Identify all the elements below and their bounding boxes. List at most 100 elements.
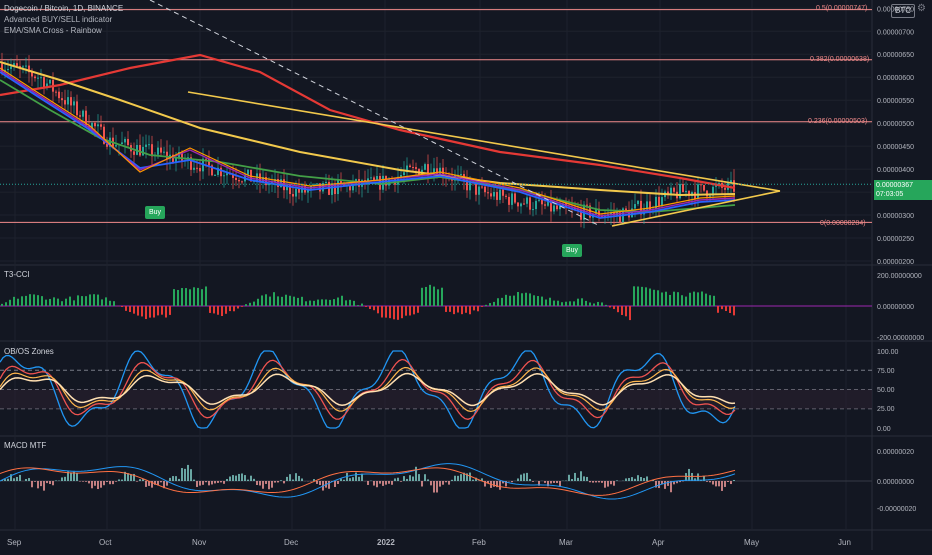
cci-bar — [73, 300, 75, 306]
candle-body — [82, 111, 84, 117]
cci-bar — [521, 293, 523, 306]
macd-bar — [403, 476, 405, 481]
cci-bar — [105, 297, 107, 306]
cci-bar — [349, 300, 351, 306]
cci-bar — [493, 302, 495, 306]
candle-body — [679, 184, 681, 198]
macd-bar — [352, 477, 354, 481]
cci-bar — [733, 306, 735, 315]
cci-bar — [401, 306, 403, 318]
macd-bar — [103, 481, 105, 485]
macd-bar — [664, 481, 666, 489]
price-axis-tick: 0.00000250 — [877, 236, 914, 243]
candle-body — [487, 192, 489, 193]
cci-bar — [593, 303, 595, 306]
cci-bar — [345, 300, 347, 306]
price-axis-tick: 0.00000600 — [877, 75, 914, 82]
cci-bar — [449, 306, 451, 312]
candle-body — [73, 101, 75, 105]
cci-bar — [17, 299, 19, 306]
price-axis-tick: 0.00000300 — [877, 213, 914, 220]
cci-bar — [213, 306, 215, 313]
cci-bar — [725, 306, 727, 311]
macd-bar — [61, 477, 63, 481]
macd-bar — [46, 481, 48, 483]
macd-bar — [415, 467, 417, 481]
candle-body — [7, 69, 9, 70]
macd-axis-tick: 0.00000000 — [877, 479, 914, 486]
cci-bar — [137, 306, 139, 316]
cci-bar — [465, 306, 467, 313]
cci-bar — [313, 301, 315, 306]
macd-bar — [544, 481, 546, 483]
pane-title-macd[interactable]: MACD MTF — [4, 441, 46, 450]
cci-bar — [201, 289, 203, 306]
cci-bar — [29, 294, 31, 306]
cci-bar — [253, 302, 255, 306]
obos-axis-tick: 25.00 — [877, 406, 895, 413]
cci-bar — [673, 292, 675, 306]
cci-bar — [189, 289, 191, 306]
candle-body — [634, 204, 636, 208]
cci-bar — [325, 299, 327, 306]
macd-bar — [424, 474, 426, 481]
macd-bar — [187, 465, 189, 481]
cci-bar — [249, 303, 251, 306]
pane-title-obos[interactable]: OB/OS Zones — [4, 347, 54, 356]
macd-bar — [523, 473, 525, 481]
cci-bar — [513, 296, 515, 306]
cci-bar — [373, 306, 375, 310]
macd-bar — [292, 480, 294, 481]
cci-bar — [241, 306, 243, 307]
cci-bar — [417, 306, 419, 313]
candle-body — [241, 181, 243, 182]
cci-bar — [469, 306, 471, 314]
cci-bar — [473, 306, 475, 310]
macd-bar — [40, 481, 42, 486]
cci-bar — [701, 292, 703, 306]
macd-bar — [244, 475, 246, 481]
candle-body — [415, 167, 417, 169]
macd-bar — [289, 474, 291, 481]
cci-bar — [385, 306, 387, 318]
macd-bar — [526, 473, 528, 481]
candle-body — [541, 200, 543, 205]
cci-bar — [637, 287, 639, 306]
macd-bar — [145, 481, 147, 487]
cci-bar — [589, 303, 591, 306]
candle-body — [481, 187, 483, 188]
cci-bar — [721, 306, 723, 309]
cci-bar — [329, 300, 331, 306]
cci-bar — [265, 294, 267, 306]
macd-bar — [643, 478, 645, 481]
cci-bar — [245, 304, 247, 306]
indicator-legend-advanced-buy-sell[interactable]: Advanced BUY/SELL indicator — [4, 15, 112, 24]
cci-bar — [629, 306, 631, 320]
candle-body — [370, 177, 372, 178]
candle-body — [586, 205, 588, 206]
macd-bar — [139, 479, 141, 481]
macd-bar — [301, 478, 303, 481]
cci-bar — [197, 288, 199, 306]
candle-body — [37, 78, 39, 79]
currency-badge[interactable]: BTC — [891, 4, 915, 18]
candle-body — [475, 183, 477, 195]
indicator-legend-ema-sma-rainbow[interactable]: EMA/SMA Cross - Rainbow — [4, 26, 102, 35]
candle-body — [376, 176, 378, 180]
cci-bar — [713, 296, 715, 306]
macd-bar — [115, 481, 117, 482]
macd-bar — [64, 477, 66, 481]
cci-bar — [69, 297, 71, 306]
candle-body — [133, 151, 135, 155]
macd-bar — [706, 481, 708, 482]
macd-bar — [613, 481, 615, 486]
symbol-title[interactable]: Dogecoin / Bitcoin, 1D, BINANCE — [4, 4, 123, 13]
gear-icon[interactable]: ⚙ — [917, 3, 926, 14]
cci-bar — [57, 299, 59, 306]
macd-bar — [529, 479, 531, 481]
cci-bar — [161, 306, 163, 315]
cci-bar — [185, 288, 187, 306]
pane-title-t3cci[interactable]: T3-CCI — [4, 270, 30, 279]
